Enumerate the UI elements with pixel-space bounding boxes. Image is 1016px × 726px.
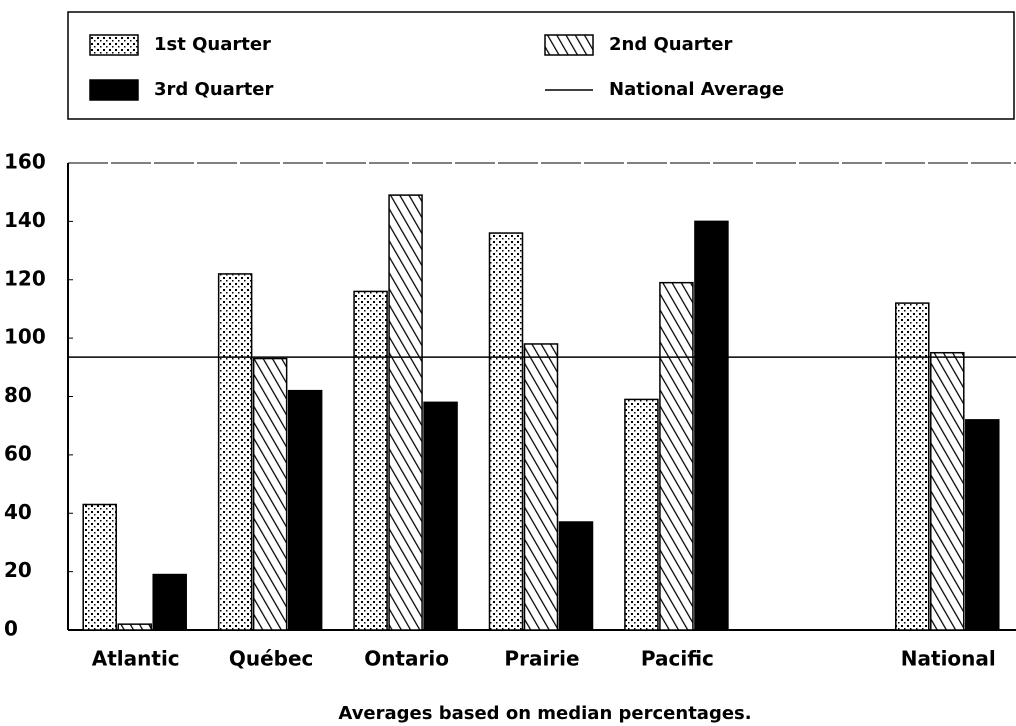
bar [152, 573, 187, 631]
bar [930, 351, 965, 631]
bar [252, 357, 288, 631]
bar [895, 302, 930, 631]
legend-label: 3rd Quarter [154, 79, 274, 100]
legend-swatch [89, 79, 139, 101]
bar [82, 503, 117, 631]
y-tick-label: 100 [4, 325, 46, 349]
bar [488, 232, 524, 631]
y-tick-label: 20 [4, 558, 32, 582]
y-tick-label: 40 [4, 500, 32, 524]
bar [558, 521, 594, 631]
bar [694, 220, 729, 631]
x-tick-label: Québec [229, 647, 314, 671]
legend-label: 1st Quarter [154, 34, 271, 55]
bar [287, 389, 323, 631]
legend-label: National Average [609, 79, 784, 100]
legend-label: 2nd Quarter [609, 34, 732, 55]
y-tick-label: 80 [4, 383, 32, 407]
caption: Averages based on median percentages. [338, 703, 751, 724]
bar [217, 273, 253, 631]
bar [353, 290, 388, 631]
bar [965, 419, 1000, 631]
bar [117, 623, 152, 631]
bar [423, 401, 458, 631]
x-tick-label: Prairie [504, 647, 579, 671]
y-tick-label: 60 [4, 441, 32, 465]
x-tick-label: National [901, 647, 996, 671]
legend-swatch [544, 34, 594, 56]
x-tick-label: Atlantic [92, 647, 180, 671]
y-tick-label: 140 [4, 208, 46, 232]
y-tick-label: 0 [4, 617, 18, 641]
bar [388, 194, 423, 631]
bar [523, 343, 559, 631]
legend-box [67, 11, 1015, 120]
bar [659, 281, 694, 631]
y-tick-label: 160 [4, 150, 46, 174]
x-tick-label: Pacific [641, 647, 714, 671]
x-tick-label: Ontario [364, 647, 449, 671]
legend-swatch [89, 34, 139, 56]
y-tick-label: 120 [4, 266, 46, 290]
bar [624, 398, 659, 631]
